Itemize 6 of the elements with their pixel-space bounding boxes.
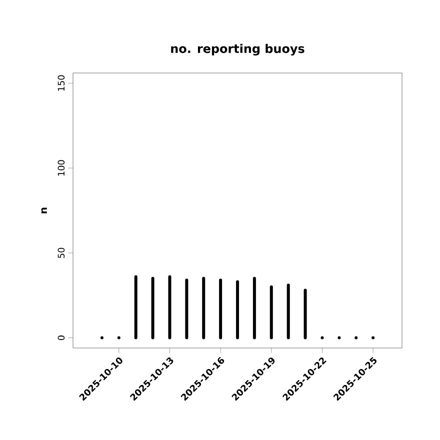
y-axis-title: n [41, 208, 47, 214]
chart-title: no. reporting buoys [171, 44, 304, 56]
y-tick-label: 0 [58, 336, 65, 340]
y-tick-label: 100 [58, 160, 65, 176]
y-tick-label: 150 [58, 75, 65, 91]
y-tick-label: 50 [58, 248, 65, 258]
